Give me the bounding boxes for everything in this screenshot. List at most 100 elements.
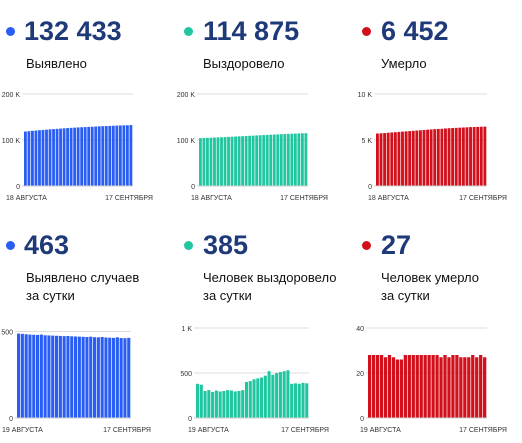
recovered-bar — [269, 134, 273, 186]
daily-detected-bar — [20, 333, 24, 418]
recovered-bar — [293, 133, 297, 186]
recovered-bar — [206, 137, 209, 186]
daily-deaths-value: 27 — [381, 230, 412, 260]
daily-deaths-bar — [419, 355, 423, 418]
recovered-bar — [216, 137, 220, 186]
daily-detected-label-line2: за сутки — [26, 288, 75, 303]
daily-recovered-bar — [267, 371, 271, 418]
detected-bar — [55, 128, 59, 186]
detected-bar — [62, 128, 66, 186]
deaths-bar — [465, 127, 469, 186]
daily-detected-bar — [43, 335, 47, 418]
recovered-bar — [304, 133, 308, 186]
deaths-bar — [472, 126, 476, 186]
daily-detected-bar — [62, 336, 66, 418]
daily-recovered-bar — [222, 391, 226, 418]
daily-recovered-bar — [196, 383, 200, 418]
recovered-xlabel-start: 18 АВГУСТА — [191, 195, 232, 202]
deaths-bar — [386, 132, 390, 186]
daily-recovered-bar — [278, 372, 282, 418]
deaths-bar — [390, 132, 394, 186]
deaths-bar — [418, 130, 422, 186]
detected-bar — [104, 126, 108, 186]
daily-detected-bar — [89, 336, 93, 418]
deaths-bar — [404, 131, 408, 186]
daily-recovered-bar — [290, 383, 294, 418]
daily-deaths-bar — [467, 357, 471, 418]
daily-deaths-dot — [362, 241, 371, 250]
daily-detected-bar — [55, 335, 59, 418]
daily-recovered-bar — [293, 383, 297, 418]
detected-bar — [118, 125, 122, 186]
daily-detected-bar — [66, 335, 70, 418]
deaths-xlabel-end: 17 СЕНТЯБРЯ — [459, 195, 507, 202]
daily-detected-dot — [6, 241, 15, 250]
detected-bar — [108, 125, 112, 186]
daily-recovered-xlabel-start: 19 АВГУСТА — [188, 427, 229, 434]
deaths-bar — [379, 133, 383, 186]
daily-deaths-bar — [451, 355, 455, 418]
daily-recovered-bar — [199, 384, 203, 418]
deaths-bar — [461, 127, 465, 186]
daily-deaths-bar — [471, 355, 475, 418]
deaths-label: Умерло — [381, 56, 427, 71]
recovered-bar — [272, 134, 276, 186]
recovered-bar — [227, 136, 230, 186]
detected-bar — [90, 126, 94, 186]
daily-recovered-bar — [275, 373, 279, 418]
daily-detected-bar — [24, 334, 28, 418]
daily-deaths-bar — [407, 355, 411, 418]
deaths-bar — [422, 129, 426, 186]
daily-recovered-bar — [282, 371, 286, 418]
daily-recovered-bar — [203, 391, 207, 418]
daily-recovered-bar — [297, 383, 301, 418]
daily-recovered-bar — [301, 382, 305, 418]
daily-deaths-bar — [423, 355, 427, 418]
daily-detected-bar — [81, 336, 85, 418]
daily-deaths-bar — [383, 357, 388, 418]
daily-deaths-bar — [368, 355, 372, 418]
deaths-ytick-label: 5 K — [361, 138, 372, 145]
detected-bar — [83, 127, 87, 186]
detected-xlabel-start: 18 АВГУСТА — [6, 195, 47, 202]
recovered-bar — [202, 138, 206, 186]
chart-detected: 0 100 K 200 K 18 АВГУСТА 17 СЕНТЯБРЯ — [2, 92, 153, 202]
daily-detected-bar — [93, 337, 97, 418]
recovered-bar — [276, 134, 280, 186]
detected-ytick-label: 0 — [16, 184, 20, 191]
detected-bar — [80, 127, 84, 186]
daily-deaths-bar — [455, 355, 459, 418]
daily-deaths-bar — [375, 355, 380, 418]
daily-detected-bar — [47, 335, 51, 418]
daily-deaths-bar — [427, 355, 431, 418]
detected-bar — [129, 125, 133, 186]
detected-bar — [48, 129, 52, 186]
daily-detected-bar — [127, 337, 131, 418]
detected-bar — [122, 125, 126, 186]
detected-bar — [101, 126, 105, 186]
deaths-bar — [426, 129, 430, 186]
recovered-bar — [220, 137, 223, 186]
recovered-bar — [213, 137, 216, 186]
daily-detected-bar — [85, 337, 89, 418]
daily-detected-bar — [51, 335, 55, 418]
chart-deaths: 0 5 K 10 K 18 АВГУСТА 17 СЕНТЯБРЯ — [358, 92, 507, 202]
deaths-bar — [433, 129, 437, 186]
daily-deaths-label-line1: Человек умерло — [381, 270, 479, 285]
daily-detected-xlabel-end: 17 СЕНТЯБРЯ — [103, 427, 151, 434]
daily-recovered-bar — [252, 379, 256, 418]
detected-bar — [87, 126, 91, 186]
chart-daily-deaths: 0 20 40 19 АВГУСТА 17 СЕНТЯБРЯ — [356, 326, 507, 434]
detected-ytick-label: 100 K — [2, 138, 21, 145]
deaths-bar — [476, 126, 480, 186]
daily-deaths-bar — [439, 357, 443, 418]
deaths-bar — [397, 131, 401, 186]
daily-detected-xlabel-start: 19 АВГУСТА — [2, 427, 43, 434]
daily-detected-bar — [77, 336, 81, 418]
daily-recovered-bar — [229, 390, 233, 418]
daily-deaths-bar — [475, 357, 479, 418]
recovered-bar — [251, 135, 255, 186]
daily-detected-bar — [115, 337, 119, 418]
daily-recovered-bar — [233, 391, 237, 418]
deaths-bar — [393, 132, 397, 186]
